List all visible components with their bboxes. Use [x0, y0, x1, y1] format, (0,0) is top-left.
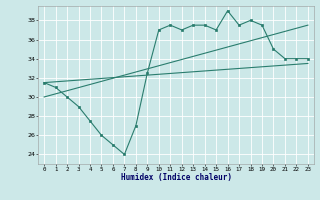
X-axis label: Humidex (Indice chaleur): Humidex (Indice chaleur): [121, 173, 231, 182]
